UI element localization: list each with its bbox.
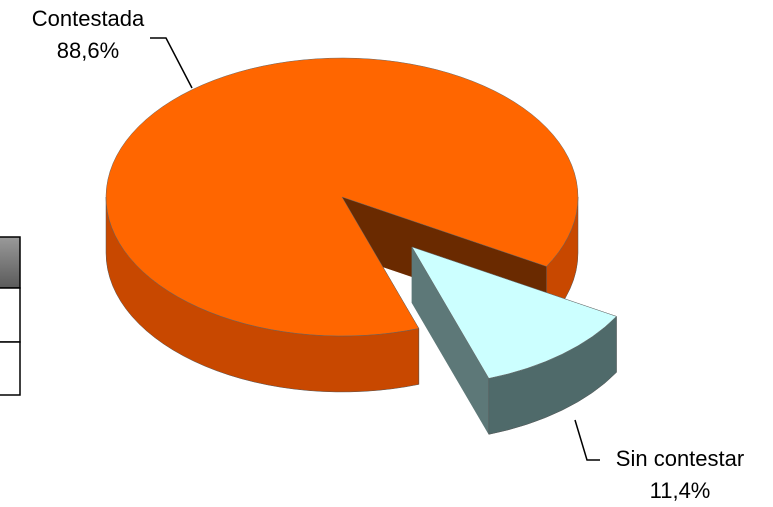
slice-label: Contestada: [32, 6, 145, 31]
pie: [105, 57, 617, 436]
slice-label: Sin contestar: [616, 446, 744, 471]
table-row: [0, 341, 21, 396]
pie-slice-top: [105, 57, 579, 337]
slice-value-label: 11,4%: [650, 478, 711, 503]
pie-slice-top: [411, 246, 617, 379]
table-row: [0, 287, 21, 343]
slice-value-label: 88,6%: [57, 38, 119, 63]
pie-slice: [411, 246, 617, 436]
partial-table: [0, 236, 21, 396]
leader-line: [150, 37, 193, 89]
leader-line: [574, 419, 600, 461]
table-header: [0, 236, 21, 289]
